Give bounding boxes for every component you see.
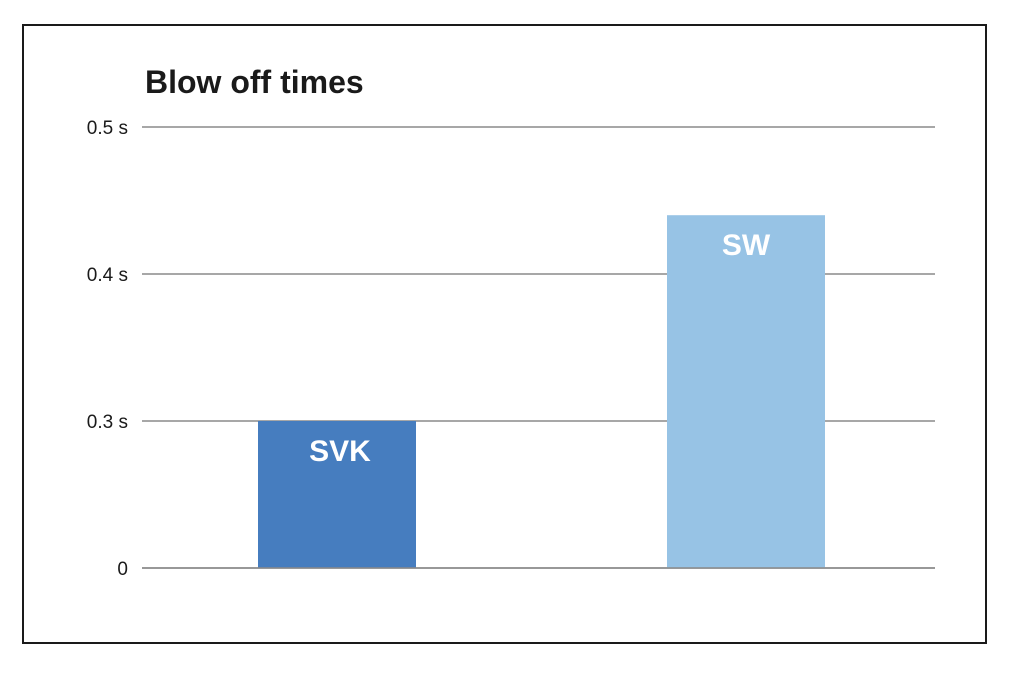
bar-svk	[258, 421, 416, 568]
bar-layer: SVK SW	[142, 215, 935, 569]
y-tick-label: 0	[117, 559, 128, 580]
bar-label-sw: SW	[722, 229, 771, 262]
y-tick-label: 0.5 s	[87, 118, 128, 139]
chart-title: Blow off times	[145, 64, 364, 100]
y-tick-label: 0.3 s	[87, 412, 128, 433]
y-tick-label: 0.4 s	[87, 265, 128, 286]
bar-label-svk: SVK	[309, 435, 371, 468]
bar-sw	[667, 215, 825, 568]
